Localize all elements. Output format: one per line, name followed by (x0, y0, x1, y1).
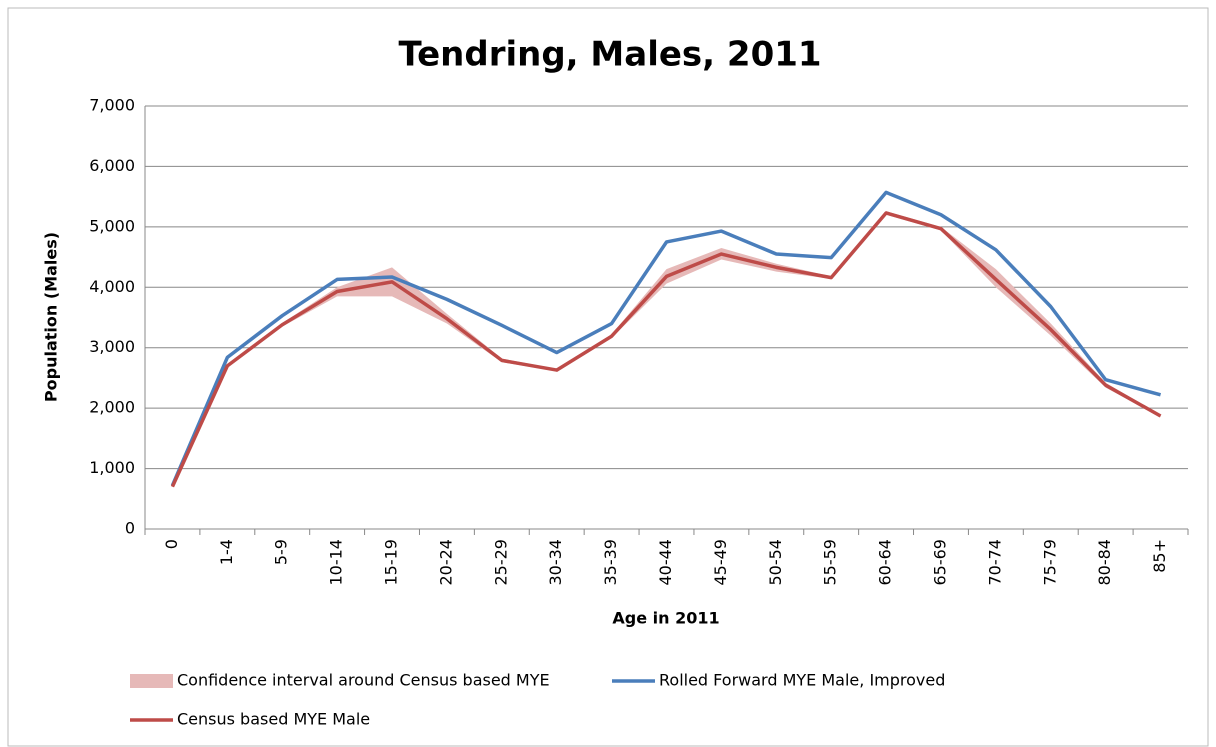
legend-swatch (130, 674, 173, 688)
x-tick-label: 1-4 (217, 539, 236, 565)
x-tick-label: 40-44 (656, 539, 675, 586)
x-tick-label: 0 (162, 539, 181, 549)
x-tick-label: 55-59 (821, 539, 840, 586)
legend-label: Census based MYE Male (177, 710, 370, 729)
series-line (170, 211, 1162, 488)
x-tick-label: 80-84 (1095, 539, 1114, 586)
x-tick-label: 65-69 (930, 539, 949, 586)
y-tick-label: 0 (125, 519, 135, 538)
y-tick-label: 5,000 (89, 216, 135, 235)
x-tick-label: 60-64 (876, 539, 895, 586)
x-tick-label: 20-24 (436, 539, 455, 586)
y-tick-label: 7,000 (89, 96, 135, 115)
y-tick-label: 2,000 (89, 398, 135, 417)
x-tick-label: 5-9 (272, 539, 291, 565)
x-tick-label: 15-19 (382, 539, 401, 586)
x-tick-label: 45-49 (711, 539, 730, 586)
x-tick-label: 25-29 (491, 539, 510, 586)
series-line (170, 190, 1162, 487)
x-tick-label: 10-14 (327, 539, 346, 586)
y-tick-label: 4,000 (89, 277, 135, 296)
x-tick-label: 50-54 (766, 539, 785, 586)
y-tick-label: 6,000 (89, 156, 135, 175)
x-tick-label: 35-39 (601, 539, 620, 586)
chart-title: Tendring, Males, 2011 (398, 35, 821, 75)
x-tick-label: 70-74 (985, 539, 1004, 586)
x-axis-title: Age in 2011 (612, 609, 719, 628)
y-tick-label: 3,000 (89, 337, 135, 356)
x-tick-label: 85+ (1150, 539, 1169, 573)
chart-frame (7, 7, 1209, 747)
x-tick-label: 30-34 (546, 539, 565, 586)
x-tick-label: 75-79 (1040, 539, 1059, 586)
legend-label: Rolled Forward MYE Male, Improved (659, 671, 945, 690)
y-axis-title: Population (Males) (42, 232, 61, 402)
y-tick-label: 1,000 (89, 458, 135, 477)
legend-label: Confidence interval around Census based … (177, 671, 550, 690)
